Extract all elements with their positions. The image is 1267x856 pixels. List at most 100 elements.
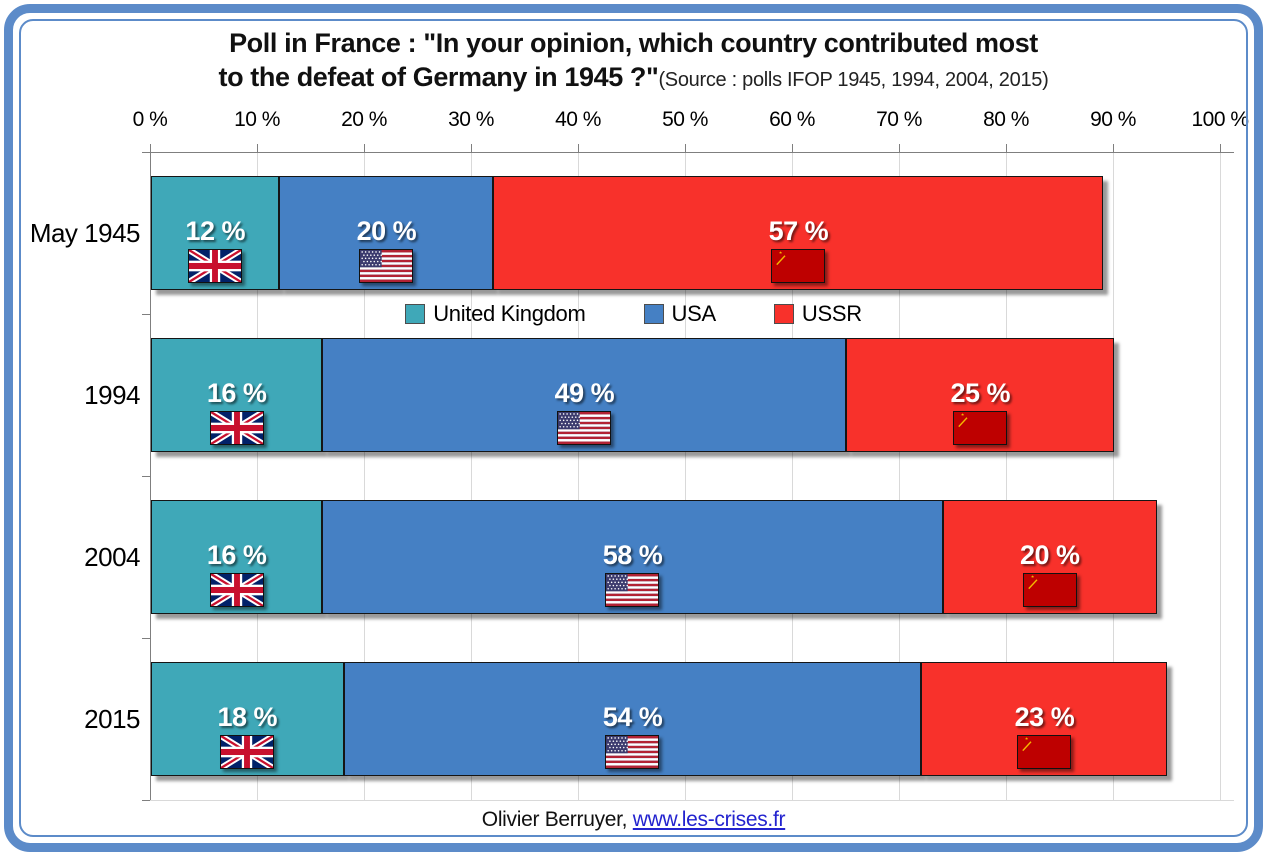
ussr-flag-icon [771, 249, 826, 283]
x-axis-tick-label: 60 % [769, 108, 815, 131]
bar-segment-usa: 58 % [322, 500, 943, 614]
x-axis-tickmark [578, 144, 579, 152]
bar-value-label: 12 % [185, 216, 245, 246]
x-axis-tick-label: 10 % [234, 108, 280, 131]
x-axis-tickmark [685, 144, 686, 152]
vertical-gridline [471, 152, 472, 800]
bar-row: 16 % 49 % 25 % [151, 338, 1114, 452]
category-label: 2004 [84, 541, 140, 572]
legend-item-usa: USA [643, 301, 717, 327]
bar-value-label: 23 % [1014, 702, 1075, 732]
vertical-gridline [578, 152, 579, 800]
x-axis-tickmark [471, 144, 472, 152]
y-axis-tickmark [142, 476, 150, 477]
title-source: (Source : polls IFOP 1945, 1994, 2004, 2… [658, 69, 1049, 91]
footer-link[interactable]: www.les-crises.fr [632, 808, 786, 831]
x-axis-tickmark [1113, 144, 1114, 152]
legend-label: USA [671, 301, 717, 326]
legend-swatch [773, 304, 794, 324]
chart-legend: United Kingdom USA USSR [0, 301, 1267, 327]
y-axis-tickmark [142, 638, 150, 639]
usa-flag-icon [605, 735, 660, 769]
bar-segment-ussr: 23 % [921, 662, 1168, 776]
bar-row: 16 % 58 % 20 % [151, 500, 1157, 614]
footer-author: Olivier Berruyer, [481, 808, 628, 831]
bar-segment-uk: 16 % [151, 500, 323, 614]
bar-value-label: 25 % [950, 378, 1010, 408]
usa-flag-icon [605, 573, 660, 607]
x-axis-tickmark [364, 144, 365, 152]
bar-value-label: 18 % [217, 702, 278, 732]
bar-segment-ussr: 25 % [846, 338, 1114, 452]
vertical-gridline [899, 152, 900, 800]
bar-segment-ussr: 20 % [942, 500, 1157, 614]
legend-item-united-kingdom: United Kingdom [405, 301, 586, 327]
x-axis-tickmark [899, 144, 900, 152]
bar-value-label: 58 % [602, 540, 663, 570]
x-axis-tickmark [1220, 144, 1221, 152]
vertical-gridline [257, 152, 258, 800]
vertical-gridline [685, 152, 686, 800]
y-axis-tickmark [142, 152, 150, 153]
usa-flag-icon [557, 411, 612, 445]
page-title: Poll in France : "In your opinion, which… [0, 26, 1267, 99]
title-line2: to the defeat of Germany in 1945 ?"(Sour… [0, 60, 1267, 99]
ussr-flag-icon [1022, 573, 1077, 607]
bar-segment-usa: 20 % [279, 176, 494, 290]
x-axis-tick-label: 40 % [555, 108, 601, 131]
x-axis-tick-label: 30 % [448, 108, 494, 131]
bar-value-label: 16 % [206, 540, 267, 570]
ussr-flag-icon [953, 411, 1008, 445]
x-axis-tickmark [792, 144, 793, 152]
footer: Olivier Berruyer, www.les-crises.fr [0, 808, 1267, 832]
x-axis-line [142, 152, 1234, 153]
y-axis-tickmark [142, 800, 150, 801]
vertical-gridline [1113, 152, 1114, 800]
x-axis-tick-label: 100 % [1191, 108, 1249, 131]
bar-segment-uk: 18 % [151, 662, 344, 776]
title-line1: Poll in France : "In your opinion, which… [229, 28, 1038, 58]
x-axis-tickmark [150, 144, 151, 152]
bar-value-label: 16 % [206, 378, 267, 408]
legend-item-ussr: USSR [773, 301, 862, 327]
uk-flag-icon [188, 249, 243, 283]
x-axis-tick-label: 70 % [876, 108, 922, 131]
category-label: 2015 [84, 703, 140, 734]
bar-segment-ussr: 57 % [493, 176, 1104, 290]
bar-segment-uk: 16 % [151, 338, 323, 452]
vertical-gridline [792, 152, 793, 800]
y-axis-tickmark [142, 314, 150, 315]
bar-value-label: 20 % [356, 216, 417, 246]
uk-flag-icon [220, 735, 275, 769]
category-label: 1994 [84, 379, 140, 410]
legend-label: United Kingdom [433, 301, 586, 326]
x-axis-tick-label: 90 % [1090, 108, 1136, 131]
vertical-gridline [1220, 152, 1221, 800]
y-axis-line [150, 152, 151, 800]
bottom-gridline [150, 800, 1234, 801]
bar-row: 18 % 54 % 23 % [151, 662, 1168, 776]
bar-segment-usa: 49 % [322, 338, 847, 452]
vertical-gridline [364, 152, 365, 800]
bar-value-label: 49 % [554, 378, 615, 408]
usa-flag-icon [359, 249, 414, 283]
x-axis-tick-label: 50 % [662, 108, 708, 131]
bar-row: 12 % 20 % 57 % [151, 176, 1104, 290]
bar-value-label: 20 % [1020, 540, 1080, 570]
uk-flag-icon [209, 573, 264, 607]
bar-segment-usa: 54 % [343, 662, 922, 776]
uk-flag-icon [209, 411, 264, 445]
x-axis-tick-label: 80 % [983, 108, 1029, 131]
bar-segment-uk: 12 % [151, 176, 280, 290]
x-axis-tickmark [257, 144, 258, 152]
legend-swatch [405, 304, 426, 324]
bar-value-label: 54 % [602, 702, 663, 732]
vertical-gridline [1006, 152, 1007, 800]
x-axis-tick-label: 0 % [132, 108, 168, 131]
title-line2-question: to the defeat of Germany in 1945 ?" [218, 62, 659, 92]
ussr-flag-icon [1017, 735, 1072, 769]
bar-value-label: 57 % [768, 216, 829, 246]
legend-swatch [643, 304, 664, 324]
category-label: May 1945 [29, 217, 141, 248]
